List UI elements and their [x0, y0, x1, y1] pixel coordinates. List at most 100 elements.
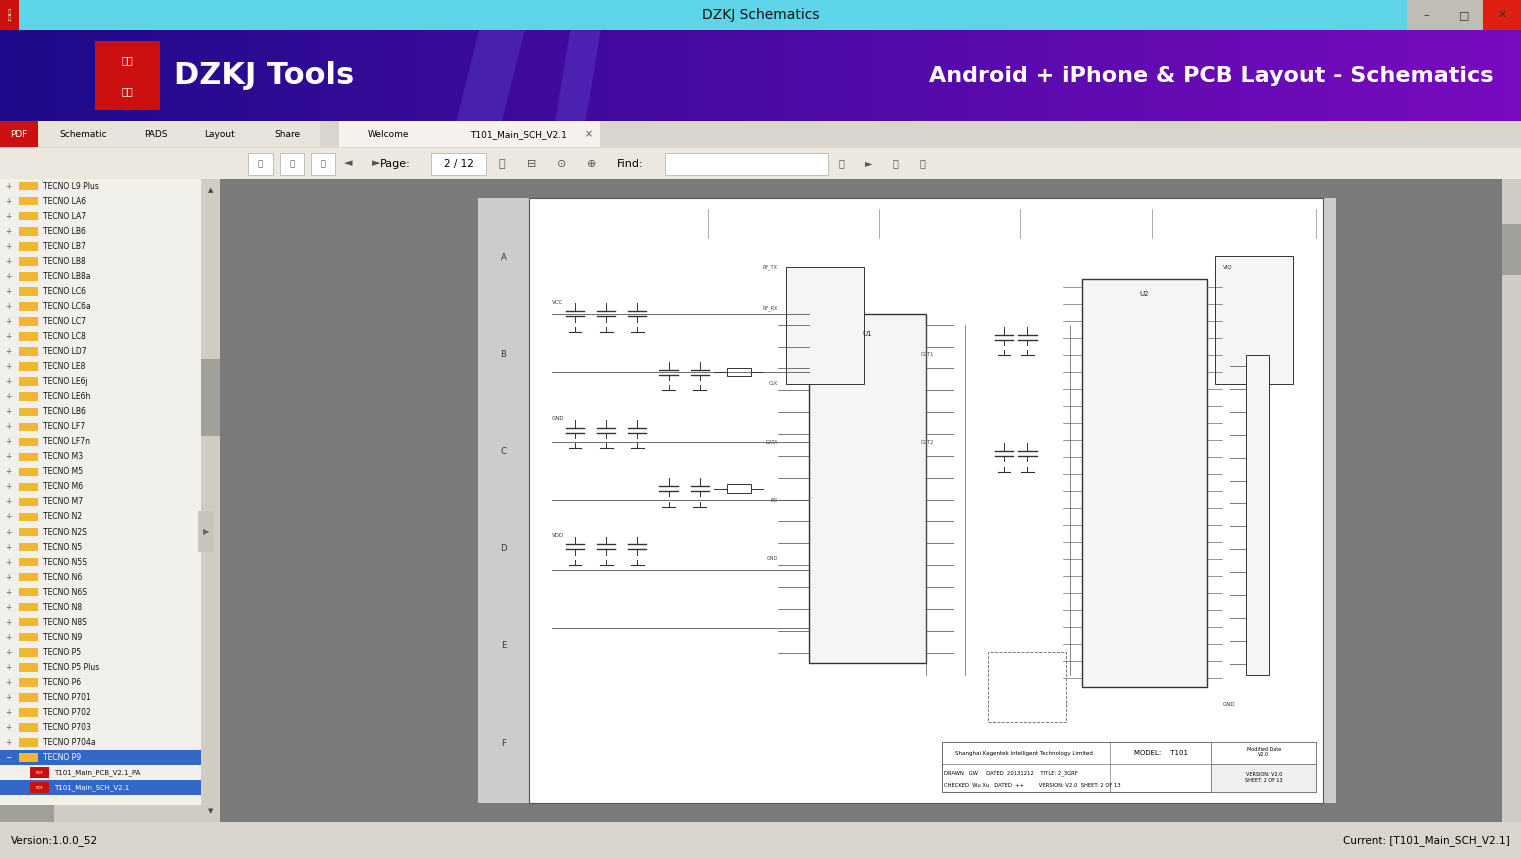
Text: Share: Share	[275, 131, 301, 139]
Bar	[18, 543, 38, 551]
Bar	[18, 362, 38, 371]
Bar	[532, 30, 555, 121]
Text: +: +	[5, 527, 11, 537]
Bar	[76, 30, 97, 121]
Text: DZKJ Tools: DZKJ Tools	[173, 61, 354, 90]
Bar	[18, 527, 38, 536]
Bar	[58, 30, 79, 121]
Bar	[18, 513, 38, 521]
Bar	[18, 182, 38, 191]
Bar	[18, 347, 38, 356]
Bar	[18, 302, 38, 311]
Text: TECNO P701: TECNO P701	[44, 693, 91, 702]
Bar	[362, 30, 383, 121]
Bar	[18, 377, 38, 386]
Text: ▶: ▶	[202, 527, 210, 536]
Text: F: F	[500, 739, 506, 747]
Bar	[1235, 30, 1258, 121]
Text: DZKJ Schematics: DZKJ Schematics	[701, 8, 820, 22]
Text: ⬜: ⬜	[289, 159, 294, 168]
Text: +: +	[5, 513, 11, 521]
Bar	[1084, 30, 1106, 121]
Bar	[1369, 30, 1392, 121]
Text: TECNO N5S: TECNO N5S	[44, 557, 87, 567]
Text: OUT2: OUT2	[920, 440, 934, 444]
Bar	[18, 227, 38, 235]
Bar	[478, 198, 529, 802]
Bar	[256, 121, 321, 147]
Text: 🔤: 🔤	[920, 159, 926, 168]
Bar	[18, 242, 38, 251]
Text: CHECKED  Wu Xu   DATED  ++         VERSION: V2.0  SHEET: 2 OF 13: CHECKED Wu Xu DATED ++ VERSION: V2.0 SHE…	[943, 783, 1119, 788]
Text: TECNO M5: TECNO M5	[44, 467, 84, 477]
Text: Welcome: Welcome	[367, 131, 409, 139]
Text: +: +	[5, 723, 11, 732]
Bar	[18, 678, 38, 686]
Text: ⊙: ⊙	[557, 159, 566, 168]
Bar	[951, 30, 973, 121]
Bar	[1483, 30, 1504, 121]
Bar	[18, 272, 38, 281]
Bar	[1027, 30, 1049, 121]
Bar	[266, 30, 289, 121]
Text: RF_TX: RF_TX	[764, 265, 777, 270]
Bar	[1141, 30, 1164, 121]
Text: TECNO LE8: TECNO LE8	[44, 362, 85, 371]
Bar	[152, 30, 173, 121]
Bar	[514, 30, 535, 121]
Text: +: +	[5, 407, 11, 417]
Bar	[722, 30, 745, 121]
Text: TECNO P9: TECNO P9	[44, 753, 82, 762]
Text: Page:: Page:	[380, 159, 411, 168]
Text: Modified Date
V2.0: Modified Date V2.0	[1247, 746, 1281, 758]
Bar	[30, 767, 49, 778]
Bar	[684, 30, 706, 121]
Text: ⬜: ⬜	[259, 159, 263, 168]
Bar	[666, 30, 687, 121]
Bar	[18, 467, 38, 476]
Text: +: +	[5, 212, 11, 221]
Text: DATA: DATA	[765, 440, 777, 444]
Text: +: +	[5, 678, 11, 687]
Text: 东震: 东震	[122, 56, 134, 65]
Bar	[280, 153, 304, 174]
Bar	[304, 30, 327, 121]
Text: +: +	[5, 467, 11, 477]
Bar	[18, 693, 38, 702]
Bar	[18, 393, 38, 401]
Bar	[1008, 30, 1030, 121]
Bar	[18, 618, 38, 626]
Text: DRAWN   GW     DATED  20131212    TITLE: 2_3GRF: DRAWN GW DATED 20131212 TITLE: 2_3GRF	[943, 770, 1077, 776]
Text: +: +	[5, 423, 11, 431]
Bar	[779, 30, 802, 121]
Bar	[0, 179, 221, 822]
Text: PDF: PDF	[11, 131, 27, 139]
Text: +: +	[5, 197, 11, 205]
Bar	[1503, 223, 1521, 275]
Text: ⬜: ⬜	[499, 159, 505, 168]
Bar	[18, 197, 38, 205]
Bar	[18, 317, 38, 326]
Bar	[0, 30, 21, 121]
Text: +: +	[5, 302, 11, 311]
Bar	[94, 41, 160, 110]
Text: TECNO P703: TECNO P703	[44, 723, 91, 732]
Bar	[608, 30, 631, 121]
Bar	[570, 30, 593, 121]
Bar	[0, 806, 55, 822]
Text: T101_Main_PCB_V2.1_PA: T101_Main_PCB_V2.1_PA	[55, 769, 140, 776]
Bar	[18, 287, 38, 295]
Text: T101_Main_SCH_V2.1: T101_Main_SCH_V2.1	[470, 131, 567, 139]
Text: +: +	[5, 227, 11, 236]
Bar	[1445, 0, 1483, 30]
Text: TECNO LB7: TECNO LB7	[44, 242, 87, 251]
Bar	[114, 30, 137, 121]
Bar	[418, 30, 441, 121]
Text: +: +	[5, 362, 11, 371]
Bar	[1255, 30, 1278, 121]
Bar	[855, 30, 878, 121]
Bar	[727, 368, 751, 376]
Bar	[432, 153, 485, 174]
Bar	[1465, 30, 1486, 121]
Text: ×: ×	[584, 130, 593, 140]
